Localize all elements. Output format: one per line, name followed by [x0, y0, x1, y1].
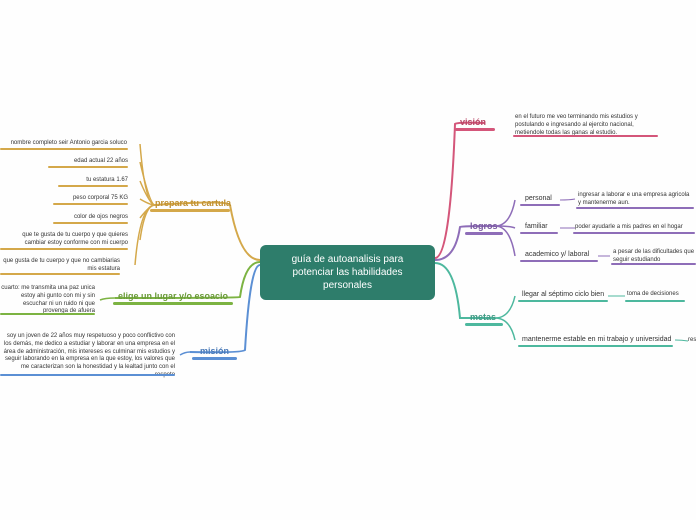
sub-line — [518, 300, 608, 302]
branch-mision[interactable]: misión — [200, 346, 229, 356]
branch-logros-line — [465, 232, 503, 235]
branch-mision-line — [192, 357, 237, 360]
leaf-line — [513, 135, 658, 137]
branch-elige-line — [113, 302, 233, 305]
leaf-line — [0, 273, 120, 275]
leaf-line — [0, 248, 128, 250]
leaf-line — [0, 313, 95, 315]
sub-familiar[interactable]: familiar — [525, 223, 548, 232]
leaf-line — [576, 207, 694, 209]
branch-prepara-line — [150, 209, 230, 212]
leaf-line — [0, 148, 128, 150]
sub-line — [520, 204, 560, 206]
sub-mantener[interactable]: mantenerme estable en mi trabajo y unive… — [522, 336, 671, 345]
sub-line — [520, 232, 558, 234]
branch-elige[interactable]: elige un lugar y/o esoacio — [118, 291, 228, 301]
leaf-line — [611, 263, 696, 265]
branch-prepara[interactable]: prepara tu cartula — [155, 198, 231, 208]
sub-line — [518, 345, 673, 347]
leaf-line — [53, 222, 128, 224]
leaf-line — [625, 300, 685, 302]
branch-metas[interactable]: metas — [470, 312, 496, 322]
branch-vision[interactable]: visión — [460, 117, 486, 127]
branch-vision-line — [455, 128, 495, 131]
sub-personal[interactable]: personal — [525, 195, 552, 204]
leaf-line — [0, 374, 175, 376]
branch-logros[interactable]: logros — [470, 221, 498, 231]
leaf-line — [58, 185, 128, 187]
leaf-gusta1: que te gusta de tu cuerpo y que quieres … — [0, 232, 128, 250]
sub-line — [520, 260, 598, 262]
leaf-line — [48, 166, 128, 168]
sub-academico[interactable]: academico y/ laboral — [525, 251, 589, 260]
leaf-line — [573, 232, 695, 234]
leaf-line — [53, 203, 128, 205]
sub-llegar[interactable]: llegar al séptimo ciclo bien — [522, 291, 604, 300]
leaf-res: res — [688, 337, 696, 347]
branch-metas-line — [465, 323, 503, 326]
center-node[interactable]: guía de autoanalisis para potenciar las … — [260, 245, 435, 300]
